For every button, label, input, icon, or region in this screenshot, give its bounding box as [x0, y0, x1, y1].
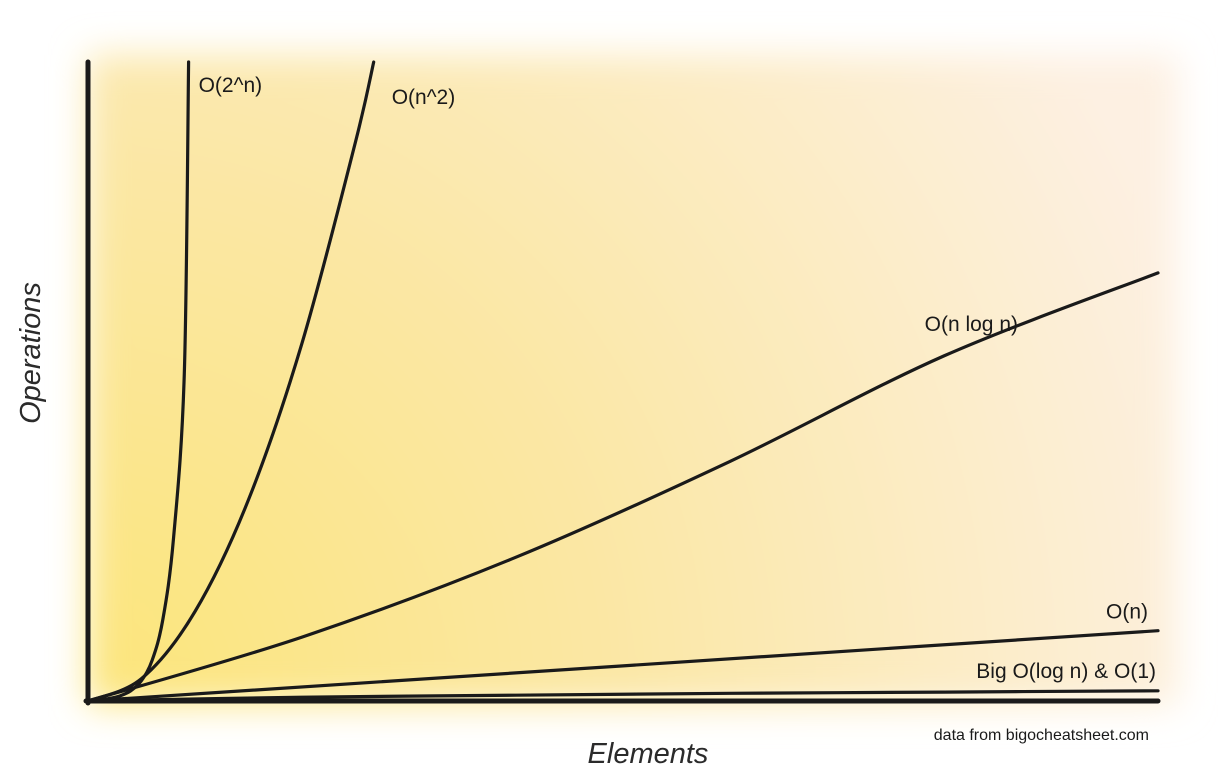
series-line-o-n-2 [86, 60, 376, 703]
y-axis-title: Operations [15, 282, 47, 424]
series-label-o-n: O(n) [1106, 601, 1148, 624]
series-label-big-o-log-n-o-1: Big O(log n) & O(1) [976, 660, 1156, 683]
x-axis-title: Elements [588, 738, 709, 770]
series-curves [86, 60, 1160, 703]
series-line-o-n-log-n [86, 271, 1160, 703]
series-line-big-o-log-n-o-1 [86, 689, 1160, 703]
series-label-o-n-2: O(n^2) [392, 86, 456, 109]
series-label-o-n-log-n: O(n log n) [925, 313, 1018, 336]
series-labels: O(2^n) O(n^2) O(n log n) O(n) Big O(log n) &… [199, 74, 1156, 683]
source-note: data from bigocheatsheet.com [934, 727, 1149, 744]
plot-background [88, 55, 1178, 705]
series-line-o-n [86, 629, 1160, 703]
series-label-o-2-n: O(2^n) [199, 74, 263, 97]
